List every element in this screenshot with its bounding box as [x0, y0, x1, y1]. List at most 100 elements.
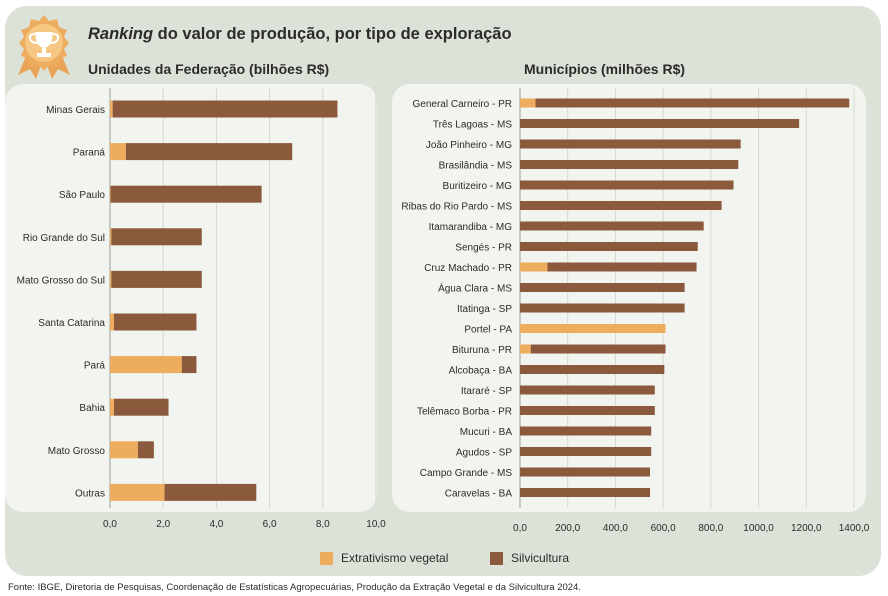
- mun-x-tick-label: 1000,0: [743, 523, 774, 534]
- mun-category-label: Agudos - SP: [456, 448, 512, 459]
- mun-x-tick-label: 1200,0: [791, 523, 822, 534]
- mun-bar-silvicultura: [520, 201, 722, 210]
- uf-bar-silvicultura: [113, 313, 197, 331]
- legend-swatch-silvicultura: [490, 551, 503, 565]
- uf-bar-extrativismo: [110, 313, 114, 331]
- mun-category-label: João Pinheiro - MG: [426, 140, 512, 151]
- uf-bar-extrativismo: [110, 185, 111, 203]
- mun-x-tick-label: 200,0: [555, 523, 580, 534]
- mun-bar-silvicultura: [520, 385, 655, 395]
- mun-bar-silvicultura: [520, 283, 685, 292]
- trophy-award-icon: [18, 15, 70, 79]
- uf-category-label: Mato Grosso: [48, 446, 106, 457]
- uf-x-tick-label: 6,0: [263, 519, 277, 530]
- mun-category-label: Água Clara - MS: [438, 282, 512, 295]
- mun-category-label: Mucuri - BA: [460, 427, 513, 438]
- mun-bar-silvicultura: [520, 119, 800, 128]
- uf-bar-extrativismo: [110, 441, 138, 459]
- uf-chart-subtitle: Unidades da Federação (bilhões R$): [88, 61, 330, 77]
- legend-label-extrativismo: Extrativismo vegetal: [341, 551, 449, 565]
- mun-category-label: Telêmaco Borba - PR: [417, 407, 512, 418]
- mun-x-tick-label: 800,0: [698, 523, 723, 534]
- uf-bar-silvicultura: [110, 185, 262, 203]
- uf-category-label: Santa Catarina: [38, 318, 105, 329]
- legend-extrativismo: Extrativismo vegetal: [320, 551, 448, 565]
- uf-x-tick-label: 10,0: [366, 519, 386, 530]
- title-rest: do valor de produção, por tipo de explor…: [153, 25, 512, 43]
- legend-swatch-extrativismo: [320, 551, 333, 565]
- mun-category-label: General Carneiro - PR: [413, 99, 512, 110]
- mun-bar-silvicultura: [520, 139, 741, 149]
- legend-silvicultura: Silvicultura: [490, 551, 569, 565]
- mun-bar-silvicultura: [520, 160, 739, 169]
- uf-x-tick-label: 0,0: [103, 519, 117, 530]
- mun-bar-extrativismo: [520, 324, 666, 333]
- mun-bar-extrativismo: [520, 344, 531, 354]
- legend-label-silvicultura: Silvicultura: [511, 551, 570, 565]
- mun-bar-silvicultura: [520, 488, 651, 497]
- uf-bar-chart: 0,0 2,0 4,0 6,0 8,0 10,0 Minas Gerais Paraná São…: [17, 88, 386, 530]
- uf-x-tick-label: 2,0: [156, 519, 170, 530]
- mun-category-label: Bituruna - PR: [452, 345, 512, 356]
- uf-bar-silvicultura: [111, 270, 202, 288]
- mun-x-tick-label: 1400,0: [839, 523, 870, 534]
- uf-bar-silvicultura: [137, 441, 154, 459]
- mun-bar-silvicultura: [535, 98, 850, 108]
- uf-category-label: Mato Grosso do Sul: [17, 275, 105, 286]
- mun-bar-silvicultura: [530, 344, 666, 354]
- mun-x-tick-label: 400,0: [603, 523, 628, 534]
- uf-x-tick-label: 4,0: [209, 519, 223, 530]
- mun-category-label: Alcobaça - BA: [449, 366, 513, 377]
- uf-category-label: Minas Gerais: [46, 105, 105, 116]
- mun-x-tick-label: 0,0: [513, 523, 527, 534]
- mun-category-label: Itamarandiba - MG: [429, 222, 513, 233]
- mun-bar-silvicultura: [520, 467, 651, 477]
- mun-bar-silvicultura: [520, 221, 704, 231]
- uf-category-label: Paraná: [73, 148, 106, 159]
- mun-bar-silvicultura: [547, 262, 697, 272]
- uf-bar-silvicultura: [181, 356, 197, 374]
- mun-bar-silvicultura: [520, 303, 685, 313]
- mun-bar-extrativismo: [520, 262, 548, 272]
- mun-category-label: Cruz Machado - PR: [424, 263, 512, 274]
- mun-bar-silvicultura: [520, 406, 655, 415]
- municipios-chart-subtitle: Municípios (milhões R$): [524, 61, 686, 77]
- uf-bar-extrativismo: [110, 483, 165, 501]
- uf-bar-extrativismo: [110, 356, 182, 374]
- uf-bar-extrativismo: [110, 100, 113, 118]
- chart-title: Ranking do valor de produção, por tipo d…: [88, 25, 512, 44]
- uf-category-label: São Paulo: [59, 190, 106, 201]
- mun-category-label: Brasilândia - MS: [439, 161, 513, 172]
- municipios-bar-chart: 0,0 200,0 400,0 600,0 800,0 1000,0 1200,0 1400,…: [401, 88, 870, 534]
- mun-category-label: Caravelas - BA: [445, 489, 513, 500]
- uf-bar-extrativismo: [110, 398, 114, 416]
- mun-category-label: Itatinga - SP: [457, 304, 512, 315]
- uf-bar-silvicultura: [112, 100, 338, 118]
- uf-category-label: Outras: [75, 488, 105, 499]
- mun-category-label: Três Lagoas - MS: [433, 120, 512, 131]
- uf-bar-silvicultura: [113, 398, 169, 416]
- mun-bar-silvicultura: [520, 426, 652, 436]
- mun-category-label: Portel - PA: [464, 325, 512, 336]
- uf-bar-extrativismo: [110, 270, 112, 288]
- mun-category-label: Sengés - PR: [455, 243, 512, 254]
- uf-bar-silvicultura: [164, 483, 257, 501]
- mun-bar-silvicultura: [520, 365, 665, 374]
- source-note: Fonte: IBGE, Diretoria de Pesquisas, Coo…: [8, 582, 581, 593]
- mun-bar-extrativismo: [520, 98, 536, 108]
- municipios-chart-panel: [392, 84, 866, 512]
- mun-category-label: Buritizeiro - MG: [443, 181, 513, 192]
- mun-bar-silvicultura: [520, 447, 652, 456]
- uf-bar-extrativismo: [110, 143, 126, 161]
- uf-category-label: Rio Grande do Sul: [23, 233, 105, 244]
- uf-bar-silvicultura: [125, 143, 293, 161]
- mun-category-label: Itararé - SP: [461, 386, 512, 397]
- uf-category-label: Bahia: [79, 403, 105, 414]
- uf-bar-silvicultura: [111, 228, 202, 246]
- mun-x-tick-label: 600,0: [651, 523, 676, 534]
- title-emphasis: Ranking: [88, 25, 154, 43]
- mun-bar-silvicultura: [520, 180, 734, 190]
- uf-category-label: Pará: [84, 361, 106, 372]
- uf-bar-extrativismo: [110, 228, 112, 246]
